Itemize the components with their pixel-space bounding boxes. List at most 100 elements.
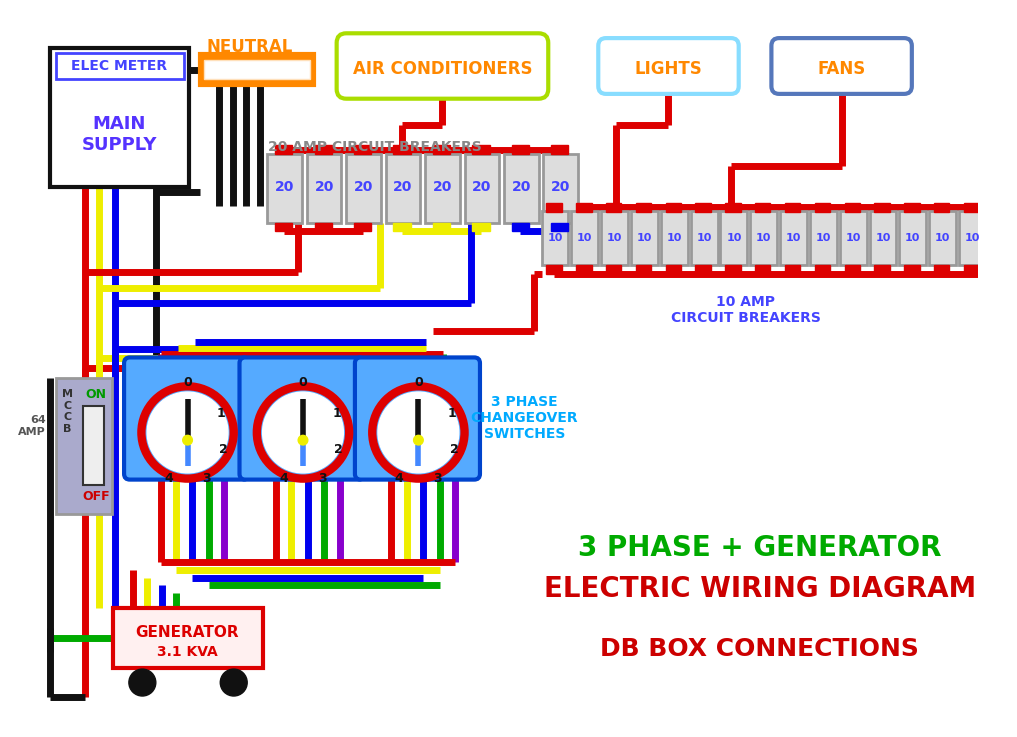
Bar [815,265,830,273]
Text: AIR CONDITIONERS: AIR CONDITIONERS [353,60,532,78]
Circle shape [262,392,344,473]
Bar [56,52,184,80]
Bar [56,377,112,514]
Text: OFF: OFF [82,490,110,503]
Text: 10 AMP
CIRCUIT BREAKERS: 10 AMP CIRCUIT BREAKERS [670,296,821,326]
Text: ELEC METER: ELEC METER [71,59,168,73]
Bar [601,212,629,265]
Bar [385,153,420,223]
Bar [720,212,747,265]
Bar [934,203,949,212]
Text: 2: 2 [219,443,228,456]
Bar [354,223,371,231]
Bar [314,223,332,231]
Text: 20 AMP CIRCUIT BREAKERS: 20 AMP CIRCUIT BREAKERS [268,140,482,154]
FancyBboxPatch shape [355,357,480,480]
Text: 10: 10 [666,233,682,243]
Text: MAIN
SUPPLY: MAIN SUPPLY [81,115,157,154]
Text: 20: 20 [275,180,294,194]
Circle shape [129,669,156,696]
Bar [636,203,651,212]
Bar [512,223,529,231]
Text: 0: 0 [414,376,423,389]
Circle shape [414,436,423,445]
Text: 3.1 KVA: 3.1 KVA [158,645,218,659]
Bar [725,203,740,212]
Bar [543,153,578,223]
Bar [551,223,569,231]
Text: 3 PHASE
CHANGEOVER
SWITCHES: 3 PHASE CHANGEOVER SWITCHES [471,395,578,441]
Text: 20: 20 [512,180,531,194]
Text: 0: 0 [183,376,192,389]
Text: 20: 20 [314,180,334,194]
Bar [200,55,313,85]
Bar [899,212,926,265]
Bar [844,265,860,273]
Bar [751,212,777,265]
Bar [346,153,381,223]
Bar [275,223,293,231]
Bar [114,609,262,668]
Bar [512,145,529,155]
Text: 20: 20 [551,180,571,194]
Text: 10: 10 [577,233,593,243]
Text: 4: 4 [164,472,173,485]
Text: 1: 1 [217,407,226,420]
Text: 10: 10 [786,233,801,243]
Text: 20: 20 [472,180,491,194]
Bar [465,153,499,223]
Text: 10: 10 [965,233,980,243]
Bar [725,265,740,273]
Text: LIGHTS: LIGHTS [635,60,703,78]
Bar [394,223,411,231]
Bar [354,145,371,155]
FancyBboxPatch shape [598,38,738,94]
Text: 10: 10 [607,233,622,243]
Text: 10: 10 [547,233,562,243]
Bar [870,212,896,265]
Bar [840,212,866,265]
Bar [755,265,771,273]
Bar [691,212,718,265]
Bar [696,203,711,212]
Text: 2: 2 [450,443,459,456]
Bar [844,203,860,212]
Text: 20: 20 [394,180,413,194]
Text: 10: 10 [935,233,950,243]
Circle shape [183,436,192,445]
Text: 1: 1 [447,407,457,420]
Bar [964,265,979,273]
Bar [425,153,460,223]
Text: 20: 20 [354,180,373,194]
Bar [964,203,979,212]
Circle shape [298,436,308,445]
Text: 64
AMP: 64 AMP [18,415,46,436]
Bar [577,203,592,212]
Text: 10: 10 [816,233,831,243]
Bar [472,145,489,155]
Bar [780,212,807,265]
Bar [665,265,681,273]
Text: ELECTRIC WIRING DIAGRAM: ELECTRIC WIRING DIAGRAM [544,576,976,604]
Text: 4: 4 [280,472,288,485]
Bar [696,265,711,273]
Text: M
C
C
B: M C C B [62,389,73,433]
Bar [959,212,985,265]
Text: 3: 3 [433,472,442,485]
Text: 10: 10 [697,233,712,243]
Bar [546,265,561,273]
Bar [551,145,569,155]
Bar [930,212,956,265]
Bar [314,145,332,155]
Circle shape [221,669,247,696]
Bar [267,153,302,223]
Bar [785,203,800,212]
Circle shape [378,392,459,473]
Bar [50,48,189,187]
Text: NEUTRAL: NEUTRAL [206,38,293,56]
Bar [661,212,687,265]
Bar [875,203,890,212]
Text: DB BOX CONNECTIONS: DB BOX CONNECTIONS [600,637,919,661]
Text: 0: 0 [299,376,307,389]
Text: ON: ON [85,388,107,402]
